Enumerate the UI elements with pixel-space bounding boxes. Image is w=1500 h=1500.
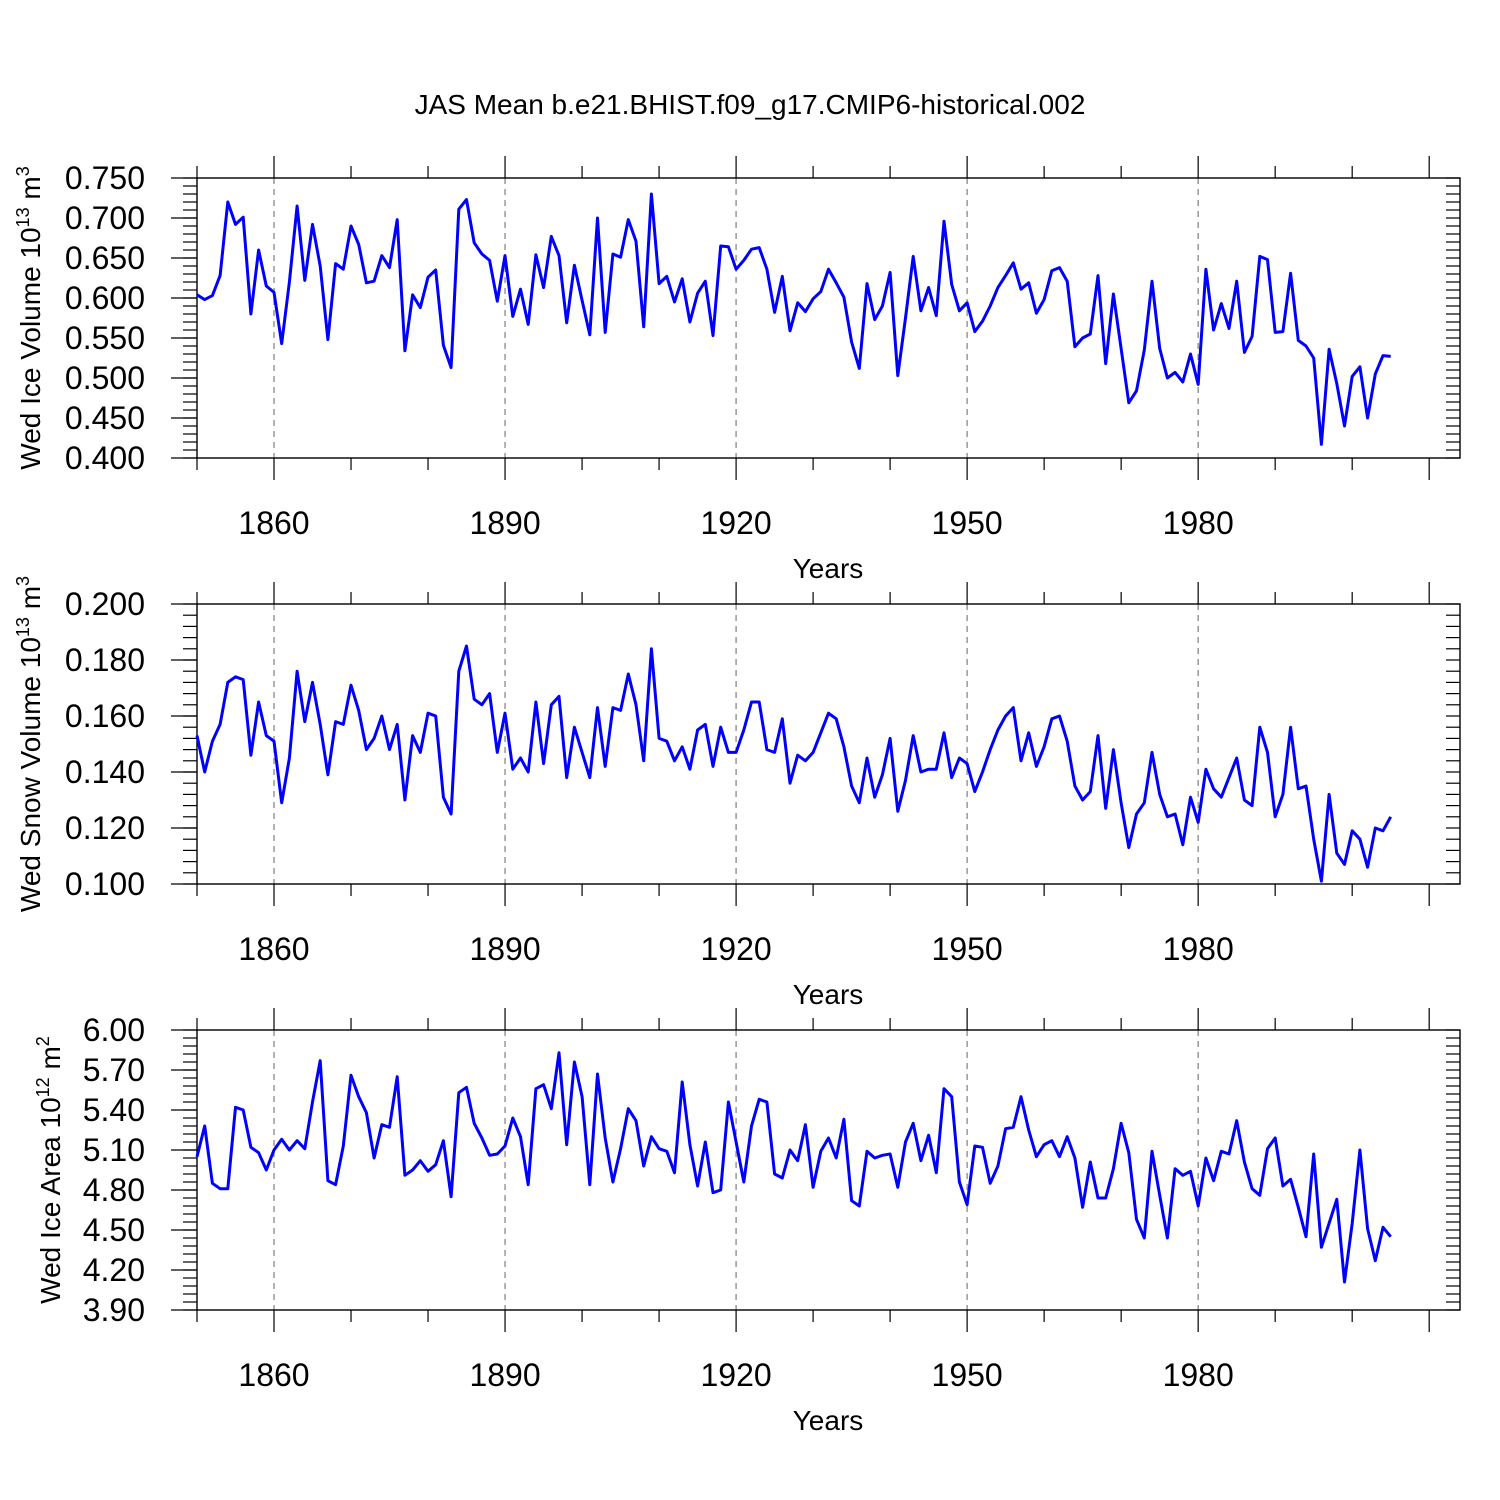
panel-snow-volume: 1860 1890 1920 1950 1980 0.200 0.180 0.160 0.140… <box>13 576 1461 1010</box>
y-tick-label: 3.90 <box>83 1292 145 1328</box>
x-tick-label: 1980 <box>1163 931 1234 967</box>
y-tick-label: 0.700 <box>65 200 145 236</box>
y-axis-label-part: m <box>35 1046 66 1077</box>
y-tick-label: 0.650 <box>65 240 145 276</box>
panel-ice-area: 1860 1890 1920 1950 1980 6.00 5.70 5.40 5.10 4.80… <box>33 1008 1461 1436</box>
x-tick-label: 1890 <box>469 931 540 967</box>
x-axis-label: Years <box>793 979 864 1010</box>
y-tick-label: 0.120 <box>65 810 145 846</box>
y-axis-label-part: 3 <box>13 576 33 586</box>
panel-ice-volume: 1860 1890 1920 1950 1980 0.750 0.700 0.650 0.600… <box>13 156 1461 584</box>
y-axis-label-part: 3 <box>13 166 33 176</box>
y-tick-label: 0.100 <box>65 866 145 902</box>
y-axis-label-part: 2 <box>33 1036 53 1046</box>
y-axis-label-part: Wed Ice Area 10 <box>35 1097 66 1304</box>
y-tick-label: 4.80 <box>83 1172 145 1208</box>
y-axis-label-part: 13 <box>13 617 33 637</box>
y-axis-label-part: m <box>15 586 46 617</box>
y-axis-label: Wed Snow Volume 1013 m3 <box>13 576 46 912</box>
y-tick-label: 0.500 <box>65 360 145 396</box>
y-axis-label-part: Wed Ice Volume 10 <box>15 227 46 469</box>
y-axis-label: Wed Ice Area 1012 m2 <box>33 1036 66 1304</box>
x-tick-label: 1980 <box>1163 505 1234 541</box>
y-axis-label-part: Wed Snow Volume 10 <box>15 637 46 912</box>
y-tick-label: 4.50 <box>83 1212 145 1248</box>
x-tick-label: 1950 <box>932 1357 1003 1393</box>
y-tick-label: 0.550 <box>65 320 145 356</box>
x-tick-label: 1920 <box>700 931 771 967</box>
chart-title: JAS Mean b.e21.BHIST.f09_g17.CMIP6-histo… <box>415 89 1086 120</box>
series-line <box>196 192 1391 446</box>
y-axis-label-part: 12 <box>33 1077 53 1097</box>
x-tick-label: 1950 <box>932 931 1003 967</box>
y-tick-label: 0.600 <box>65 280 145 316</box>
x-axis-label: Years <box>793 1405 864 1436</box>
y-tick-label: 5.70 <box>83 1052 145 1088</box>
x-tick-label: 1860 <box>238 1357 309 1393</box>
y-tick-label: 0.200 <box>65 586 145 622</box>
y-tick-label: 0.450 <box>65 400 145 436</box>
x-axis-label: Years <box>793 553 864 584</box>
y-axis-label-part: 13 <box>13 207 33 227</box>
plot-frame <box>196 603 1461 885</box>
y-tick-label: 0.160 <box>65 698 145 734</box>
x-tick-label: 1920 <box>700 505 771 541</box>
x-tick-label: 1920 <box>700 1357 771 1393</box>
x-tick-label: 1980 <box>1163 1357 1234 1393</box>
y-tick-label: 5.10 <box>83 1132 145 1168</box>
y-tick-label: 0.750 <box>65 160 145 196</box>
x-tick-label: 1950 <box>932 505 1003 541</box>
y-tick-label: 0.180 <box>65 642 145 678</box>
y-tick-label: 6.00 <box>83 1012 145 1048</box>
x-tick-label: 1890 <box>469 505 540 541</box>
y-tick-label: 0.140 <box>65 754 145 790</box>
series-line <box>195 1051 1392 1284</box>
y-tick-label: 4.20 <box>83 1252 145 1288</box>
y-axis-label-part: m <box>15 176 46 207</box>
x-tick-label: 1890 <box>469 1357 540 1393</box>
plot-frame <box>196 177 1461 459</box>
y-tick-label: 0.400 <box>65 440 145 476</box>
y-axis-label: Wed Ice Volume 1013 m3 <box>13 166 46 469</box>
x-tick-label: 1860 <box>238 505 309 541</box>
series-line <box>195 644 1393 883</box>
plot-frame <box>196 1029 1461 1311</box>
x-tick-label: 1860 <box>238 931 309 967</box>
y-tick-label: 5.40 <box>83 1092 145 1128</box>
